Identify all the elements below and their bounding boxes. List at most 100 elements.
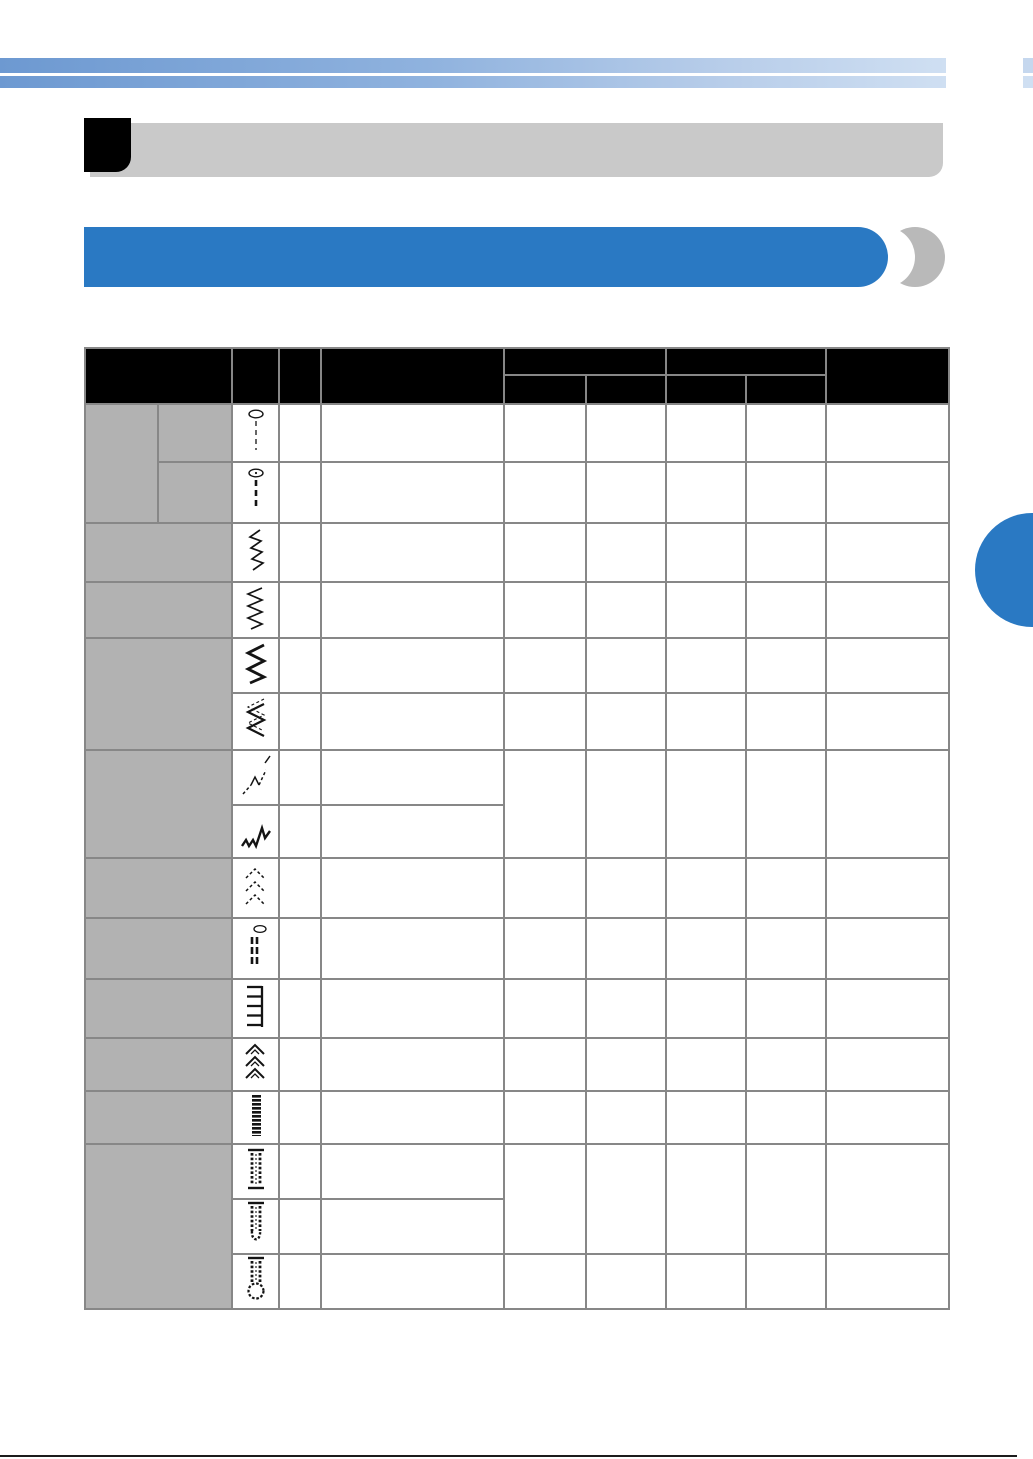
table-cell xyxy=(745,581,827,639)
stitch-reference-table xyxy=(84,347,950,1310)
table-cell xyxy=(585,1090,667,1145)
table-cell xyxy=(745,749,827,859)
table-cell xyxy=(745,978,827,1039)
table-cell xyxy=(278,1198,322,1255)
top-gradient-rule-1-edge-fragment xyxy=(1023,58,1033,73)
table-cell xyxy=(745,1037,827,1092)
header-cell-4 xyxy=(320,347,505,405)
category-cell xyxy=(84,1090,233,1145)
section-header-black-tab xyxy=(84,118,131,172)
table-cell xyxy=(585,1037,667,1092)
table-row xyxy=(85,1198,949,1255)
page-edge-thumb-tab xyxy=(975,513,1033,627)
header-cell-2 xyxy=(231,347,280,405)
header-group-a xyxy=(503,347,667,376)
table-cell xyxy=(503,1253,587,1310)
table-cell xyxy=(320,461,505,524)
table-cell xyxy=(665,522,747,583)
table-row xyxy=(84,1143,950,1310)
table-cell xyxy=(278,1253,322,1310)
table-cell xyxy=(825,749,950,859)
table-cell xyxy=(585,1143,667,1255)
table-cell xyxy=(278,1037,322,1092)
table-cell xyxy=(278,692,322,751)
overcasting-comb-stitch-icon xyxy=(241,982,271,1030)
footer-rule xyxy=(0,1455,1017,1457)
table-row xyxy=(84,978,950,1039)
table-cell xyxy=(278,1143,322,1200)
stitch-cell xyxy=(231,1090,280,1145)
table-cell xyxy=(745,522,827,583)
table-cell xyxy=(503,749,587,859)
table-cell xyxy=(585,749,667,859)
table-cell xyxy=(825,857,950,919)
stitch-cell xyxy=(231,1143,280,1200)
table-row xyxy=(84,581,950,639)
category-cell xyxy=(84,857,233,919)
category-cell xyxy=(84,978,233,1039)
straight-stitch-left-needle-icon xyxy=(241,408,271,454)
double-chevron-stitch-icon xyxy=(241,1039,271,1085)
table-cell xyxy=(825,1037,950,1092)
header-cell-1 xyxy=(84,347,233,405)
table-cell xyxy=(278,461,322,524)
table-cell xyxy=(278,804,322,859)
header-cell-9 xyxy=(825,347,950,405)
stitch-cell xyxy=(231,637,280,694)
table-row xyxy=(85,804,949,859)
table-cell xyxy=(278,978,322,1039)
table-cell xyxy=(278,403,322,463)
table-cell xyxy=(825,581,950,639)
table-cell xyxy=(278,917,322,980)
table-cell xyxy=(503,1143,587,1255)
stitch-cell xyxy=(231,1037,280,1092)
table-cell xyxy=(320,1037,505,1092)
top-gradient-rule-1 xyxy=(0,58,946,73)
header-cell-3 xyxy=(278,347,322,405)
table-cell xyxy=(745,857,827,919)
header-group-b xyxy=(665,347,827,376)
category-cell xyxy=(84,1143,233,1310)
table-cell xyxy=(825,403,950,463)
table-row xyxy=(84,403,950,524)
stitch-cell xyxy=(231,978,280,1039)
table-cell xyxy=(745,403,827,463)
table-cell xyxy=(665,1090,747,1145)
table-cell xyxy=(745,637,827,694)
stitch-cell xyxy=(231,1198,280,1255)
table-row xyxy=(85,1253,950,1310)
stitch-cell xyxy=(231,403,280,463)
stitch-cell xyxy=(231,692,280,751)
three-step-dashed-zigzag-stitch-icon xyxy=(241,863,271,909)
table-cell xyxy=(825,522,950,583)
stitch-cell xyxy=(231,581,280,639)
subcategory-cell xyxy=(157,461,233,524)
stitch-cell xyxy=(231,804,280,859)
table-cell xyxy=(745,1143,827,1255)
elastic-double-zigzag-stitch-icon xyxy=(241,696,271,742)
table-cell xyxy=(745,1253,827,1310)
header-row-1 xyxy=(84,347,950,405)
table-cell xyxy=(585,522,667,583)
table-cell xyxy=(503,1090,587,1145)
blind-hem-stitch-icon xyxy=(240,752,272,798)
header-row-2 xyxy=(85,374,949,405)
category-cell xyxy=(84,637,233,751)
table-cell xyxy=(665,403,747,463)
table-row xyxy=(84,1037,950,1092)
table-cell xyxy=(585,637,667,694)
table-cell xyxy=(585,692,667,751)
zigzag-stitch-icon xyxy=(241,585,271,631)
table-cell xyxy=(825,1090,950,1145)
table-cell xyxy=(665,581,747,639)
table-cell xyxy=(320,1090,505,1145)
table-cell xyxy=(503,1037,587,1092)
table-cell xyxy=(278,749,322,806)
category-cell xyxy=(84,403,159,524)
narrow-stretch-zigzag-stitch-icon xyxy=(241,527,271,573)
table-cell xyxy=(665,1253,747,1310)
table-cell xyxy=(503,857,587,919)
table-cell xyxy=(665,637,747,694)
table-cell xyxy=(503,637,587,694)
